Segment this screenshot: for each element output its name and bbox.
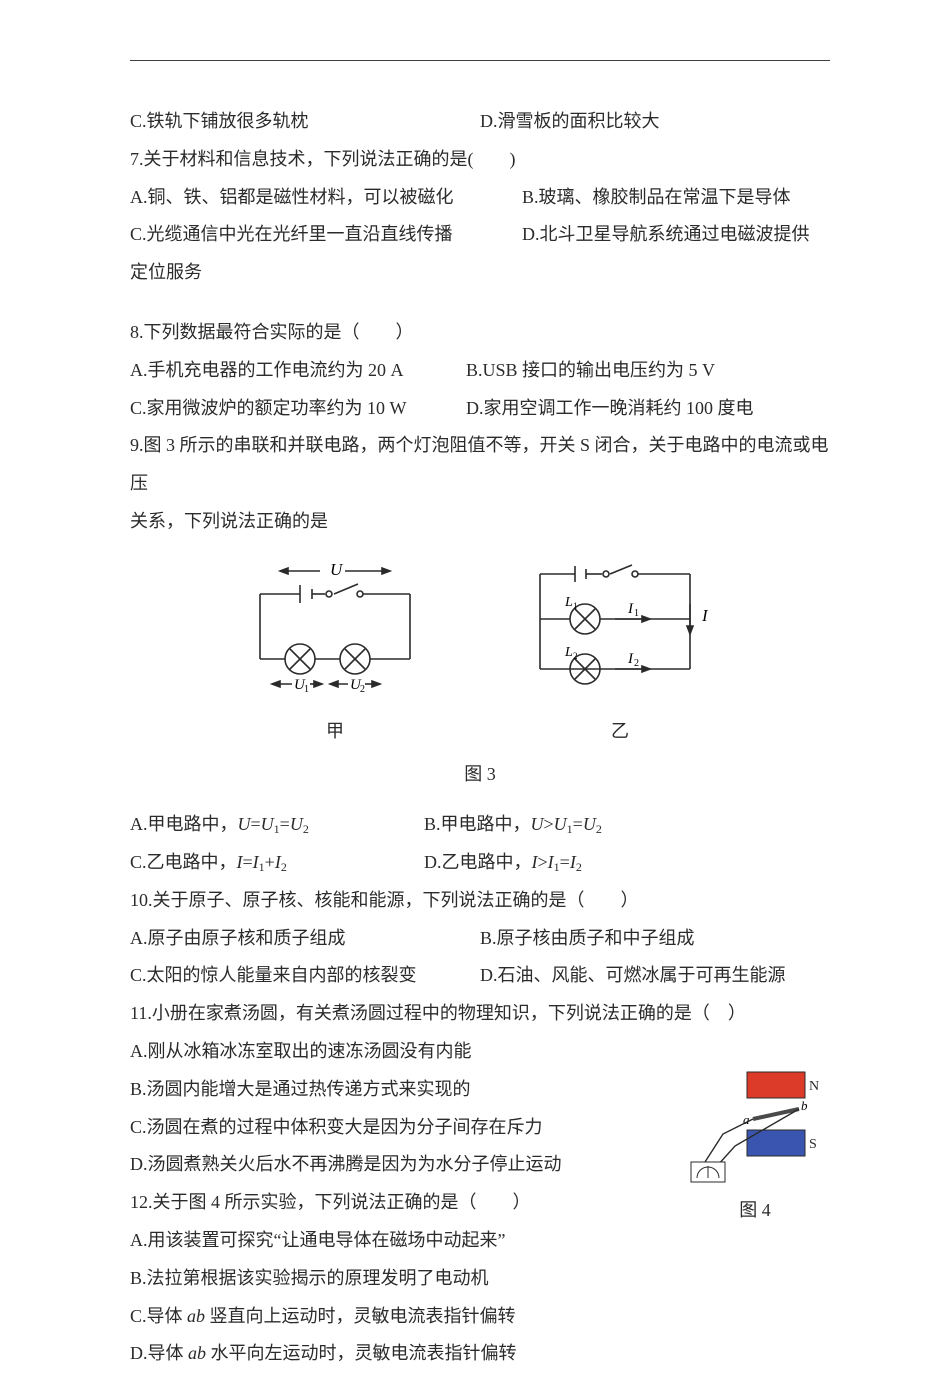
q8-stem: 8.下列数据最符合实际的是（ ） [130, 314, 830, 352]
q6-options-cd: C.铁轨下铺放很多轨枕 D.滑雪板的面积比较大 [130, 103, 830, 141]
q8-option-a: A.手机充电器的工作电流约为 20 A [130, 352, 466, 390]
q9c-prefix: C.乙电路中， [130, 852, 237, 872]
q10-stem: 10.关于原子、原子核、核能和能源，下列说法正确的是（ ） [130, 882, 830, 920]
svg-text:2: 2 [634, 658, 639, 669]
q12-option-c: C.导体 ab 竖直向上运动时，灵敏电流表指针偏转 [130, 1298, 830, 1336]
q10-row-ab: A.原子由原子核和质子组成 B.原子核由质子和中子组成 [130, 920, 830, 958]
q6-option-c: C.铁轨下铺放很多轨枕 [130, 103, 480, 141]
svg-text:a: a [743, 1112, 750, 1127]
q10-option-b: B.原子核由质子和中子组成 [480, 920, 695, 958]
q7-row-cd: C.光缆通信中光在光纤里一直沿直线传播 D.北斗卫星导航系统通过电磁波提供 [130, 216, 830, 254]
q12-option-d: D.导体 ab 水平向左运动时，灵敏电流表指针偏转 [130, 1335, 830, 1373]
q10-option-d: D.石油、风能、可燃冰属于可再生能源 [480, 957, 786, 995]
q8-option-b: B.USB 接口的输出电压约为 5 V [466, 352, 715, 390]
q7-option-c: C.光缆通信中光在光纤里一直沿直线传播 [130, 216, 522, 254]
q10-row-cd: C.太阳的惊人能量来自内部的核裂变 D.石油、风能、可燃冰属于可再生能源 [130, 957, 830, 995]
q9-stem-line2: 关系，下列说法正确的是 [130, 503, 830, 541]
fig4-n-label: N [809, 1079, 819, 1094]
spacer [130, 292, 830, 314]
top-rule [130, 60, 830, 61]
figure-3-left-caption: 甲 [240, 713, 430, 751]
q9-option-b: B.甲电路中，U>U1=U2 [424, 806, 602, 844]
q7-option-b: B.玻璃、橡胶制品在常温下是导体 [522, 179, 791, 217]
q7-row-ab: A.铜、铁、铝都是磁性材料，可以被磁化 B.玻璃、橡胶制品在常温下是导体 [130, 179, 830, 217]
svg-text:I: I [627, 651, 634, 667]
q11-stem: 11.小册在家煮汤圆，有关煮汤圆过程中的物理知识，下列说法正确的是（ ） [130, 995, 830, 1033]
figure-3: U U1 U2 甲 [130, 549, 830, 751]
q9-option-c: C.乙电路中，I=I1+I2 [130, 844, 424, 882]
q7-option-d: D.北斗卫星导航系统通过电磁波提供 [522, 216, 810, 254]
q7-option-a: A.铜、铁、铝都是磁性材料，可以被磁化 [130, 179, 522, 217]
svg-text:2: 2 [360, 684, 365, 695]
q10-option-a: A.原子由原子核和质子组成 [130, 920, 480, 958]
q9d-prefix: D.乙电路中， [424, 852, 532, 872]
svg-text:1: 1 [304, 684, 309, 695]
svg-text:L: L [564, 595, 573, 610]
q10-option-c: C.太阳的惊人能量来自内部的核裂变 [130, 957, 480, 995]
q9-row-cd: C.乙电路中，I=I1+I2 D.乙电路中，I>I1=I2 [130, 844, 830, 882]
q8-option-c: C.家用微波炉的额定功率约为 10 W [130, 390, 466, 428]
svg-text:I: I [627, 601, 634, 617]
q9-row-ab: A.甲电路中，U=U1=U2 B.甲电路中，U>U1=U2 [130, 806, 830, 844]
q9-option-a: A.甲电路中，U=U1=U2 [130, 806, 424, 844]
figure-4: N S a b 图 4 [665, 1066, 845, 1230]
q6-option-d: D.滑雪板的面积比较大 [480, 103, 830, 141]
q8-row-cd: C.家用微波炉的额定功率约为 10 W D.家用空调工作一晚消耗约 100 度电 [130, 390, 830, 428]
figure-4-caption: 图 4 [665, 1192, 845, 1230]
q7-stem: 7.关于材料和信息技术，下列说法正确的是( ) [130, 141, 830, 179]
q8-row-ab: A.手机充电器的工作电流约为 20 A B.USB 接口的输出电压约为 5 V [130, 352, 830, 390]
figure-3-right-caption: 乙 [520, 713, 720, 751]
svg-text:U: U [330, 560, 344, 579]
q9-stem-line1: 9.图 3 所示的串联和并联电路，两个灯泡阻值不等，开关 S 闭合，关于电路中的… [130, 427, 830, 503]
q9b-prefix: B.甲电路中， [424, 814, 531, 834]
svg-text:I: I [701, 606, 709, 625]
figure-3-caption: 图 3 [130, 756, 830, 794]
figure-3-left: U U1 U2 甲 [240, 549, 430, 751]
q9-option-d: D.乙电路中，I>I1=I2 [424, 844, 582, 882]
svg-text:2: 2 [573, 651, 578, 661]
svg-text:1: 1 [634, 608, 639, 619]
q8-option-d: D.家用空调工作一晚消耗约 100 度电 [466, 390, 754, 428]
svg-text:L: L [564, 645, 573, 660]
q12-option-b: B.法拉第根据该实验揭示的原理发明了电动机 [130, 1260, 830, 1298]
q9a-prefix: A.甲电路中， [130, 814, 238, 834]
figure-3-right: L1 L2 I1 I2 I 乙 [520, 549, 720, 751]
fig4-s-label: S [809, 1137, 817, 1152]
q7-option-d-cont: 定位服务 [130, 254, 830, 292]
svg-text:1: 1 [573, 601, 578, 611]
svg-text:b: b [801, 1098, 808, 1113]
